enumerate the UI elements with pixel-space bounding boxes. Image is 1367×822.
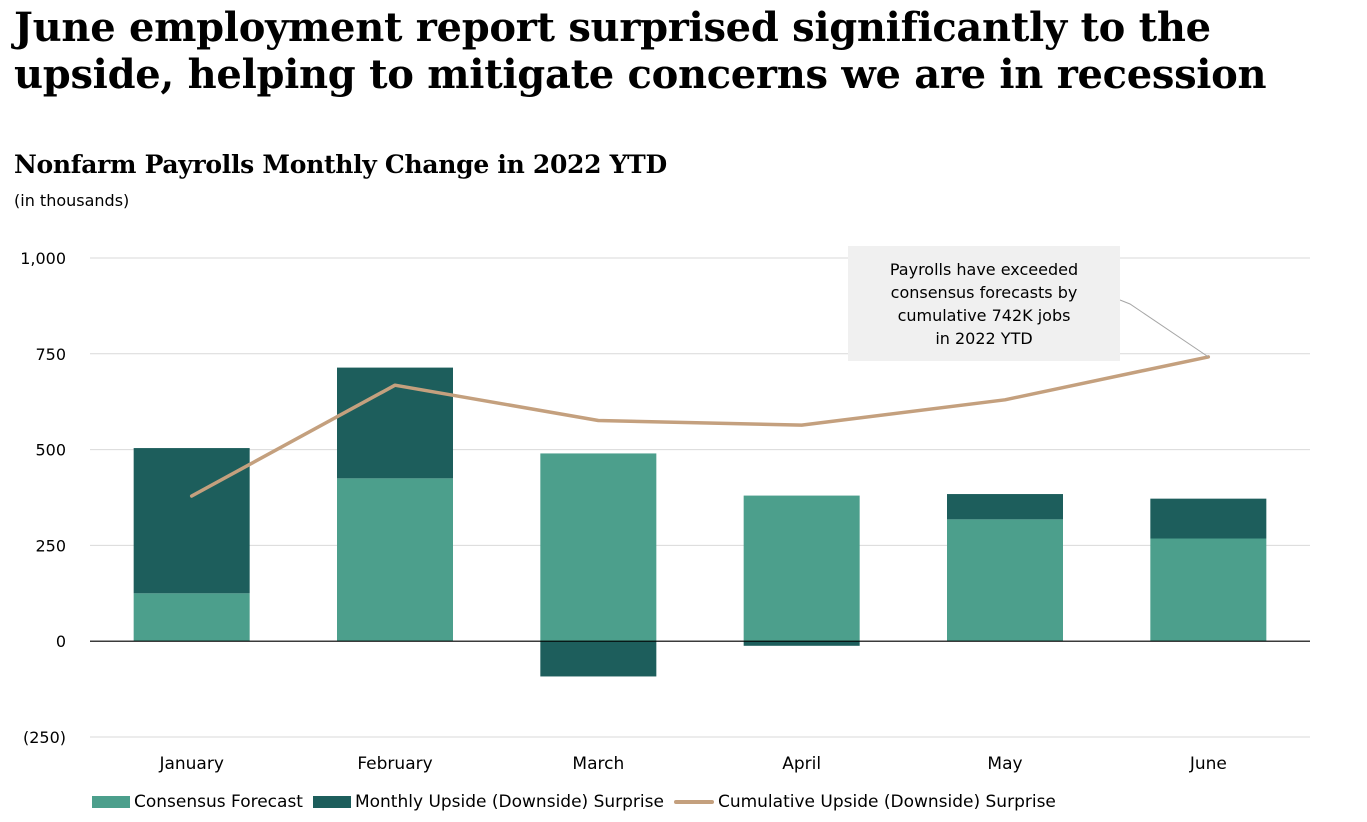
bar-consensus — [337, 478, 453, 642]
y-tick-label: 750 — [35, 345, 66, 364]
bar-monthly-surprise — [1150, 498, 1267, 539]
legend-item-monthly-surprise: Monthly Upside (Downside) Surprise — [312, 792, 664, 812]
x-tick-label: January — [158, 754, 223, 774]
bar-monthly-surprise — [743, 641, 860, 646]
y-tick-label: 500 — [35, 441, 66, 460]
legend-item-consensus: Consensus Forecast — [92, 792, 303, 812]
bar-consensus — [540, 453, 657, 642]
y-tick-label: 0 — [56, 632, 66, 651]
y-tick-label: 1,000 — [20, 249, 66, 268]
bar-consensus — [1150, 538, 1267, 642]
legend-item-cumulative-surprise: Cumulative Upside (Downside) Surprise — [673, 792, 1056, 812]
legend-label-consensus: Consensus Forecast — [134, 792, 303, 812]
line-cumulative-surprise — [189, 355, 1211, 498]
x-tick-label: June — [1189, 754, 1227, 774]
x-tick-label: April — [782, 754, 821, 774]
legend-label-cumulative-surprise: Cumulative Upside (Downside) Surprise — [717, 792, 1056, 812]
bar-monthly-surprise — [947, 494, 1063, 520]
legend-swatch-cumulative-surprise — [673, 800, 714, 804]
chart-annotation: Payrolls have exceeded consensus forecas… — [848, 246, 1120, 361]
bar-monthly-surprise — [540, 641, 657, 677]
bar-consensus — [133, 593, 250, 642]
x-tick-label: March — [572, 754, 624, 774]
chart-title: Nonfarm Payrolls Monthly Change in 2022 … — [14, 150, 667, 179]
y-tick-label: (250) — [23, 728, 66, 747]
x-tick-label: May — [987, 754, 1022, 774]
annotation-leader — [1119, 299, 1209, 358]
bar-consensus — [743, 495, 860, 642]
legend-label-monthly-surprise: Monthly Upside (Downside) Surprise — [354, 792, 664, 812]
headline: June employment report surprised signifi… — [14, 4, 1267, 98]
x-tick-label: February — [357, 754, 432, 774]
chart-legend: Consensus Forecast Monthly Upside (Downs… — [92, 792, 1066, 812]
chart-subtitle: (in thousands) — [14, 191, 130, 210]
y-tick-label: 250 — [35, 536, 66, 555]
legend-swatch-monthly-surprise — [312, 796, 351, 808]
bar-monthly-surprise — [133, 448, 250, 594]
bar-consensus — [947, 519, 1063, 642]
legend-swatch-consensus — [92, 796, 130, 808]
